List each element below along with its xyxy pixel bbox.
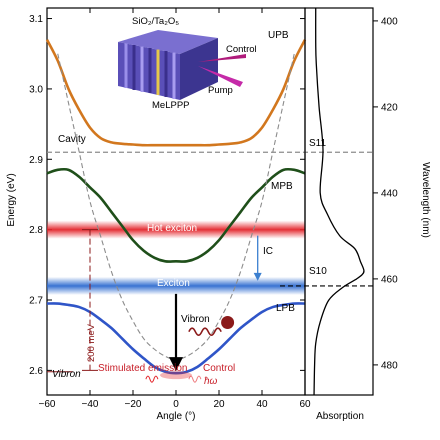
inset-material-label: SiO₂/Ta₂O₅ — [132, 16, 179, 27]
vibron-particle — [221, 316, 235, 330]
x-tick-label: 0 — [173, 399, 179, 410]
vibron-label: Vibron — [181, 314, 210, 325]
inset-molecule-label: MeLPPP — [152, 100, 190, 111]
wavelength-tick-label: 440 — [381, 188, 398, 199]
relaxation-arrow-head — [169, 357, 183, 372]
ic-arrow-head — [253, 272, 262, 281]
y-axis-label: Energy (eV) — [6, 173, 17, 226]
sample-top-face — [118, 30, 218, 54]
series-line-mpb — [46, 167, 306, 263]
wavelength-axis-label: Wavelength (nm) — [420, 162, 431, 238]
x-tick-label: −60 — [39, 399, 56, 410]
x-tick-label: −20 — [125, 399, 142, 410]
dispersion-plot: SiO₂/Ta₂O₅ Control Pump MeLPPP −60 −40 −20… — [6, 7, 373, 422]
wavelength-tick-label: 460 — [381, 274, 398, 285]
exciton-bands — [47, 151, 373, 295]
hot-exciton-band — [47, 220, 305, 239]
control-beam — [198, 54, 246, 62]
exciton-band — [47, 276, 305, 295]
s10-label: S10 — [309, 266, 327, 277]
y-tick-label: 2.9 — [29, 155, 43, 166]
exciton-label: Exciton — [157, 278, 190, 289]
absorption-axis-label: Absorption — [316, 411, 364, 422]
hbar-omega-label: ħω — [204, 376, 218, 387]
y-tick-label: 2.7 — [29, 296, 43, 307]
x-tick-label: 20 — [213, 399, 225, 410]
s11-label: S11 — [309, 138, 326, 149]
emission-photon-wave — [145, 375, 159, 383]
cavity-label: Cavity — [58, 134, 86, 145]
sample-side-face — [180, 38, 218, 100]
x-tick-label: −40 — [82, 399, 99, 410]
x-axis-label: Angle (°) — [156, 411, 195, 422]
ic-label: IC — [263, 246, 273, 257]
annotations — [47, 229, 262, 383]
x-tick-label: 40 — [256, 399, 268, 410]
stimulated-emission-label: Stimulated emission — [98, 363, 187, 374]
inset-control-label: Control — [226, 44, 257, 55]
main-axes: −60 −40 −20 0 20 40 60 2.6 2.7 2.8 2.9 3.0 3.1 — [29, 8, 311, 410]
wavelength-axis: 400 420 440 460 480 — [373, 16, 398, 371]
pump-beam — [198, 66, 243, 87]
wavelength-tick-label: 480 — [381, 360, 398, 371]
lpb-label: LPB — [276, 303, 295, 314]
mpb-label: MPB — [271, 181, 293, 192]
y-tick-label: 3.1 — [29, 14, 43, 25]
inset-pump-label: Pump — [208, 85, 233, 96]
vibron-wave — [188, 327, 222, 336]
energy-gap-label: 200 meV — [86, 323, 97, 362]
control-photon-wave — [188, 375, 202, 383]
wavelength-tick-label: 400 — [381, 16, 398, 27]
series-line-upb — [45, 39, 307, 147]
stimulated-emission-text: Stimulated emission — [98, 363, 187, 374]
absorption-curve — [313, 7, 365, 396]
y-tick-label: 2.6 — [29, 366, 43, 377]
y-tick-label: 2.8 — [29, 225, 43, 236]
absorption-spectrum — [313, 7, 365, 396]
vibron-left-label: Vibron — [52, 369, 81, 380]
upb-label: UPB — [268, 30, 289, 41]
wavelength-tick-label: 420 — [381, 102, 398, 113]
hot-exciton-label: Hot exciton — [147, 223, 197, 234]
y-tick-label: 3.0 — [29, 84, 43, 95]
control-label: Control — [203, 363, 235, 374]
inset-sample-illustration: SiO₂/Ta₂O₅ Control Pump MeLPPP — [118, 16, 257, 111]
emission-glow — [160, 371, 192, 380]
absorption-frame — [304, 7, 374, 396]
x-tick-label: 60 — [299, 399, 311, 410]
absorption-panel: 400 420 440 460 480 Absorption Wavelength (n… — [304, 7, 431, 422]
